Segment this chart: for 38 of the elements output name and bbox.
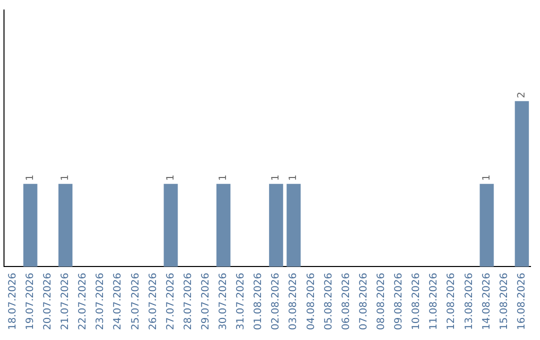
x-tick-label: 16.08.2026 xyxy=(516,272,528,330)
x-tick-label: 28.07.2026 xyxy=(182,272,194,330)
x-tick-label: 18.07.2026 xyxy=(7,272,18,330)
x-tick-label: 25.07.2026 xyxy=(130,272,142,330)
x-tick-label: 20.07.2026 xyxy=(42,272,54,330)
x-tick-label: 13.08.2026 xyxy=(464,272,475,330)
x-tick-label: 22.07.2026 xyxy=(78,272,89,330)
data-label: 1 xyxy=(165,174,176,181)
x-tick-label: 29.07.2026 xyxy=(200,272,212,330)
x-tick-label: 23.07.2026 xyxy=(95,272,106,330)
x-tick-label: 05.08.2026 xyxy=(323,272,334,330)
x-tick-label: 06.08.2026 xyxy=(340,272,352,330)
x-tick-label: 11.08.2026 xyxy=(428,272,440,330)
x-tick-label: 19.07.2026 xyxy=(24,272,36,330)
x-tick-label: 08.08.2026 xyxy=(376,272,388,330)
x-tick-label: 03.08.2026 xyxy=(288,272,300,330)
data-label: 1 xyxy=(24,174,36,181)
x-tick-label: 30.07.2026 xyxy=(218,272,230,330)
data-label: 1 xyxy=(218,174,230,181)
x-tick-label: 09.08.2026 xyxy=(394,272,405,330)
x-tick-label: 31.07.2026 xyxy=(236,272,247,330)
x-tick-label: 07.08.2026 xyxy=(358,272,370,330)
x-tick-label: 14.08.2026 xyxy=(481,272,492,330)
data-label: 1 xyxy=(481,174,492,181)
x-tick-label: 04.08.2026 xyxy=(306,272,317,330)
x-tick-label: 01.08.2026 xyxy=(253,272,264,330)
x-tick-label: 12.08.2026 xyxy=(446,272,458,330)
x-tick-label: 02.08.2026 xyxy=(270,272,282,330)
data-label: 1 xyxy=(270,174,282,181)
x-tick-label: 15.08.2026 xyxy=(498,272,510,330)
x-tick-label: 10.08.2026 xyxy=(411,272,422,330)
x-tick-label: 24.07.2026 xyxy=(112,272,124,330)
data-label: 1 xyxy=(288,174,300,181)
x-tick-label: 21.07.2026 xyxy=(60,272,72,330)
data-label: 1 xyxy=(60,174,72,181)
data-label: 2 xyxy=(516,92,528,98)
x-tick-label: 26.07.2026 xyxy=(148,272,159,330)
x-tick-label: 27.07.2026 xyxy=(165,272,176,330)
